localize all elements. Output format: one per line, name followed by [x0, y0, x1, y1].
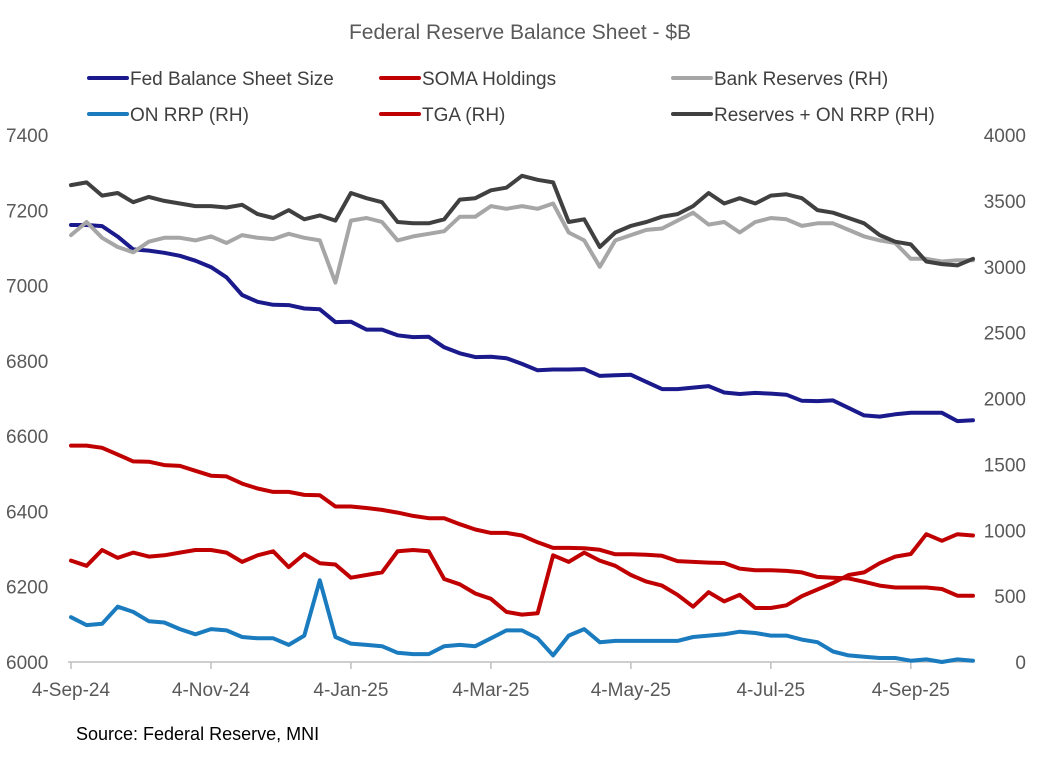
x-tick-label: 4-Mar-25	[452, 680, 529, 701]
y-right-tick-label: 2500	[984, 324, 1026, 345]
legend-item-bank-reserves-rh: Bank Reserves (RH)	[671, 69, 888, 90]
x-tick-label: 4-Sep-24	[32, 680, 111, 701]
series-line-soma-holdings	[69, 443, 975, 598]
chart-title: Federal Reserve Balance Sheet - $B	[349, 21, 691, 44]
legend-item-tga-rh: TGA (RH)	[379, 105, 505, 126]
legend: Fed Balance Sheet Size SOMA Holdings Bank …	[87, 69, 935, 126]
y-right-tick-label: 4000	[984, 126, 1026, 147]
y-right-tick-label: 3500	[984, 192, 1026, 213]
x-tick-label: 4-Nov-24	[172, 680, 251, 701]
legend-item-reserves-on-rrp-rh: Reserves + ON RRP (RH)	[671, 105, 935, 126]
y-left-tick-label: 6400	[6, 502, 48, 523]
legend-item-soma-holdings: SOMA Holdings	[379, 69, 556, 90]
legend-label: Bank Reserves (RH)	[714, 69, 888, 90]
x-tick-label: 4-Jan-25	[313, 680, 388, 701]
series-line-reserves-on-rrp-rh	[69, 173, 975, 268]
axes: 4-Sep-24 4-Nov-24 4-Jan-25 4-Mar-25 4-May-25…	[6, 126, 1026, 701]
y-left-tick-label: 7400	[6, 126, 48, 147]
series-layer	[69, 173, 975, 664]
series-line-on-rrp-rh	[69, 578, 975, 664]
y-right-tick-label: 1000	[984, 521, 1026, 542]
legend-label: Reserves + ON RRP (RH)	[714, 105, 935, 126]
series-line-fed-balance-sheet-size	[69, 223, 975, 424]
y-right-tick-label: 0	[1015, 653, 1026, 674]
y-left-tick-label: 7000	[6, 277, 48, 298]
series-line-bank-reserves-rh	[69, 201, 975, 285]
x-tick-label: 4-May-25	[591, 680, 671, 701]
y-left-tick-label: 7200	[6, 201, 48, 222]
legend-item-fed-balance-sheet-size: Fed Balance Sheet Size	[87, 69, 334, 90]
y-right-tick-label: 1500	[984, 455, 1026, 476]
y-left-tick-label: 6200	[6, 578, 48, 599]
legend-label: SOMA Holdings	[422, 69, 556, 90]
y-right-tick-label: 500	[994, 587, 1026, 608]
series-line-tga-rh	[69, 532, 975, 617]
y-left-tick-label: 6600	[6, 427, 48, 448]
y-right-tick-label: 3000	[984, 258, 1026, 279]
y-left-tick-label: 6800	[6, 352, 48, 373]
x-tick-label: 4-Sep-25	[872, 680, 950, 701]
legend-item-on-rrp-rh: ON RRP (RH)	[87, 105, 249, 126]
y-right-tick-label: 2000	[984, 390, 1026, 411]
legend-label: Fed Balance Sheet Size	[130, 69, 334, 90]
y-left-tick-label: 6000	[6, 653, 48, 674]
x-tick-label: 4-Jul-25	[736, 680, 805, 701]
source-note: Source: Federal Reserve, MNI	[76, 724, 319, 744]
legend-label: TGA (RH)	[422, 105, 505, 126]
legend-label: ON RRP (RH)	[130, 105, 249, 126]
